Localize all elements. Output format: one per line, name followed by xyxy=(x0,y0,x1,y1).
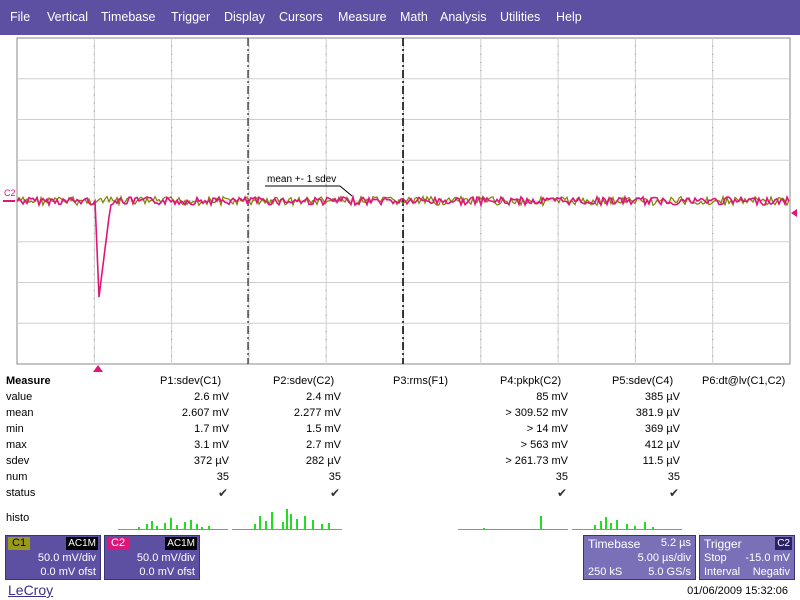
menu-file[interactable]: File xyxy=(10,10,31,24)
lecroy-logo: LeCroy xyxy=(8,582,54,598)
row-label-status: status xyxy=(6,487,36,499)
trigger-level-marker xyxy=(791,209,797,217)
channel-c1-vdiv: 50.0 mV/div xyxy=(37,552,96,564)
param-value-p1-row4: 372 µV xyxy=(193,455,229,467)
menu-measure[interactable]: Measure xyxy=(338,10,387,24)
param-header-p6[interactable]: P6:dt@lv(C1,C2) xyxy=(702,375,786,387)
channel-c2-box[interactable]: C2 AC1M 50.0 mV/div 0.0 mV ofst xyxy=(104,535,200,580)
row-label-max: max xyxy=(6,439,27,451)
menu-trigger[interactable]: Trigger xyxy=(171,10,211,24)
param-value-p5-row1: 381.9 µV xyxy=(635,407,680,419)
timebase-delay: 5.2 µs xyxy=(660,537,691,549)
param-header-p3[interactable]: P3:rms(F1) xyxy=(393,375,448,387)
param-value-p4-row4: > 261.73 mV xyxy=(505,455,568,467)
param-value-p1-row3: 3.1 mV xyxy=(194,439,229,451)
channel-c2-vdiv: 50.0 mV/div xyxy=(136,552,195,564)
channel-c2-coupling: AC1M xyxy=(165,537,197,550)
row-label-min: min xyxy=(6,423,24,435)
grid-dots xyxy=(93,45,714,357)
timebase-samples: 250 kS xyxy=(588,566,623,578)
channel-marker-label: C2 xyxy=(4,188,16,198)
param-value-p1-row0: 2.6 mV xyxy=(194,391,229,403)
menu-cursors[interactable]: Cursors xyxy=(279,10,323,24)
waveform-display: mean +- 1 sdev C2 xyxy=(3,37,797,365)
menu-math[interactable]: Math xyxy=(400,10,428,24)
row-label-sdev: sdev xyxy=(6,455,30,467)
param-value-p5-row2: 369 µV xyxy=(644,423,680,435)
trigger-type: Interval xyxy=(704,566,741,578)
param-value-p1-row5: 35 xyxy=(216,471,229,483)
timebase-tdiv: 5.00 µs/div xyxy=(637,552,691,564)
trigger-slope: Negativ xyxy=(752,566,790,578)
trace-c2 xyxy=(16,193,790,298)
param-header-p1[interactable]: P1:sdev(C1) xyxy=(160,375,222,387)
trigger-label: Trigger xyxy=(704,537,742,551)
param-value-p5-row0: 385 µV xyxy=(644,391,680,403)
channel-c1-box[interactable]: C1 AC1M 50.0 mV/div 0.0 mV ofst xyxy=(5,535,101,580)
measure-title: Measure xyxy=(6,375,51,387)
row-label-mean: mean xyxy=(6,407,34,419)
param-value-p2-row3: 2.7 mV xyxy=(306,439,341,451)
param-value-p2-row4: 282 µV xyxy=(305,455,341,467)
menu-bar: File Vertical Timebase Trigger Display C… xyxy=(0,0,800,35)
status-check-icon: ✔ xyxy=(557,486,568,500)
histo-p2 xyxy=(232,508,342,530)
status-check-icon: ✔ xyxy=(669,486,680,500)
param-value-p4-row2: > 14 mV xyxy=(526,423,568,435)
param-value-p1-row2: 1.7 mV xyxy=(194,423,229,435)
trigger-level: -15.0 mV xyxy=(745,552,790,564)
trigger-mode: Stop xyxy=(704,552,727,564)
param-value-p4-row5: 35 xyxy=(555,471,568,483)
param-value-p2-row5: 35 xyxy=(328,471,341,483)
row-label-num: num xyxy=(6,471,28,483)
param-value-p5-row4: 11.5 µV xyxy=(642,455,680,467)
date-time: 01/06/2009 15:32:06 xyxy=(687,585,788,597)
menu-timebase[interactable]: Timebase xyxy=(101,10,156,24)
trigger-box[interactable]: Trigger C2 Stop -15.0 mV Interval Negati… xyxy=(699,535,795,580)
timebase-label: Timebase xyxy=(588,537,641,551)
param-value-p5-row5: 35 xyxy=(667,471,680,483)
param-value-p2-row0: 2.4 mV xyxy=(306,391,341,403)
param-value-p4-row0: 85 mV xyxy=(536,391,568,403)
param-value-p2-row2: 1.5 mV xyxy=(306,423,341,435)
channel-c1-offset: 0.0 mV ofst xyxy=(40,566,96,578)
param-value-p2-row1: 2.277 mV xyxy=(293,407,341,419)
channel-c1-tag: C1 xyxy=(8,537,31,550)
status-check-icon: ✔ xyxy=(218,486,229,500)
channel-c2-tag: C2 xyxy=(107,537,130,550)
param-value-p1-row1: 2.607 mV xyxy=(181,407,229,419)
histo-p5 xyxy=(572,508,682,530)
param-value-p4-row3: > 563 mV xyxy=(520,439,568,451)
channel-c1-coupling: AC1M xyxy=(66,537,98,550)
timebase-box[interactable]: Timebase 5.2 µs 5.00 µs/div 250 kS 5.0 G… xyxy=(583,535,696,580)
menu-vertical[interactable]: Vertical xyxy=(47,10,88,24)
param-header-p4[interactable]: P4:pkpk(C2) xyxy=(500,375,562,387)
param-value-p4-row1: > 309.52 mV xyxy=(505,407,568,419)
trace-c1 xyxy=(16,194,790,208)
param-header-p2[interactable]: P2:sdev(C2) xyxy=(273,375,335,387)
trigger-source: C2 xyxy=(775,537,792,550)
menu-analysis[interactable]: Analysis xyxy=(440,10,487,24)
channel-c2-offset: 0.0 mV ofst xyxy=(139,566,195,578)
param-value-p5-row3: 412 µV xyxy=(644,439,680,451)
histo-p1 xyxy=(118,508,228,530)
row-label-histo: histo xyxy=(6,512,30,524)
annotation-label: mean +- 1 sdev xyxy=(267,174,336,185)
trigger-position-marker xyxy=(93,365,103,372)
menu-help[interactable]: Help xyxy=(556,10,582,24)
menu-utilities[interactable]: Utilities xyxy=(500,10,541,24)
annotation-leader xyxy=(339,185,353,197)
waveform-grid[interactable]: mean +- 1 sdev C2 xyxy=(0,36,800,372)
param-header-p5[interactable]: P5:sdev(C4) xyxy=(612,375,674,387)
timebase-rate: 5.0 GS/s xyxy=(648,566,691,578)
status-check-icon: ✔ xyxy=(330,486,341,500)
menu-display[interactable]: Display xyxy=(224,10,265,24)
row-label-value: value xyxy=(6,391,33,403)
histo-p4 xyxy=(458,508,568,530)
